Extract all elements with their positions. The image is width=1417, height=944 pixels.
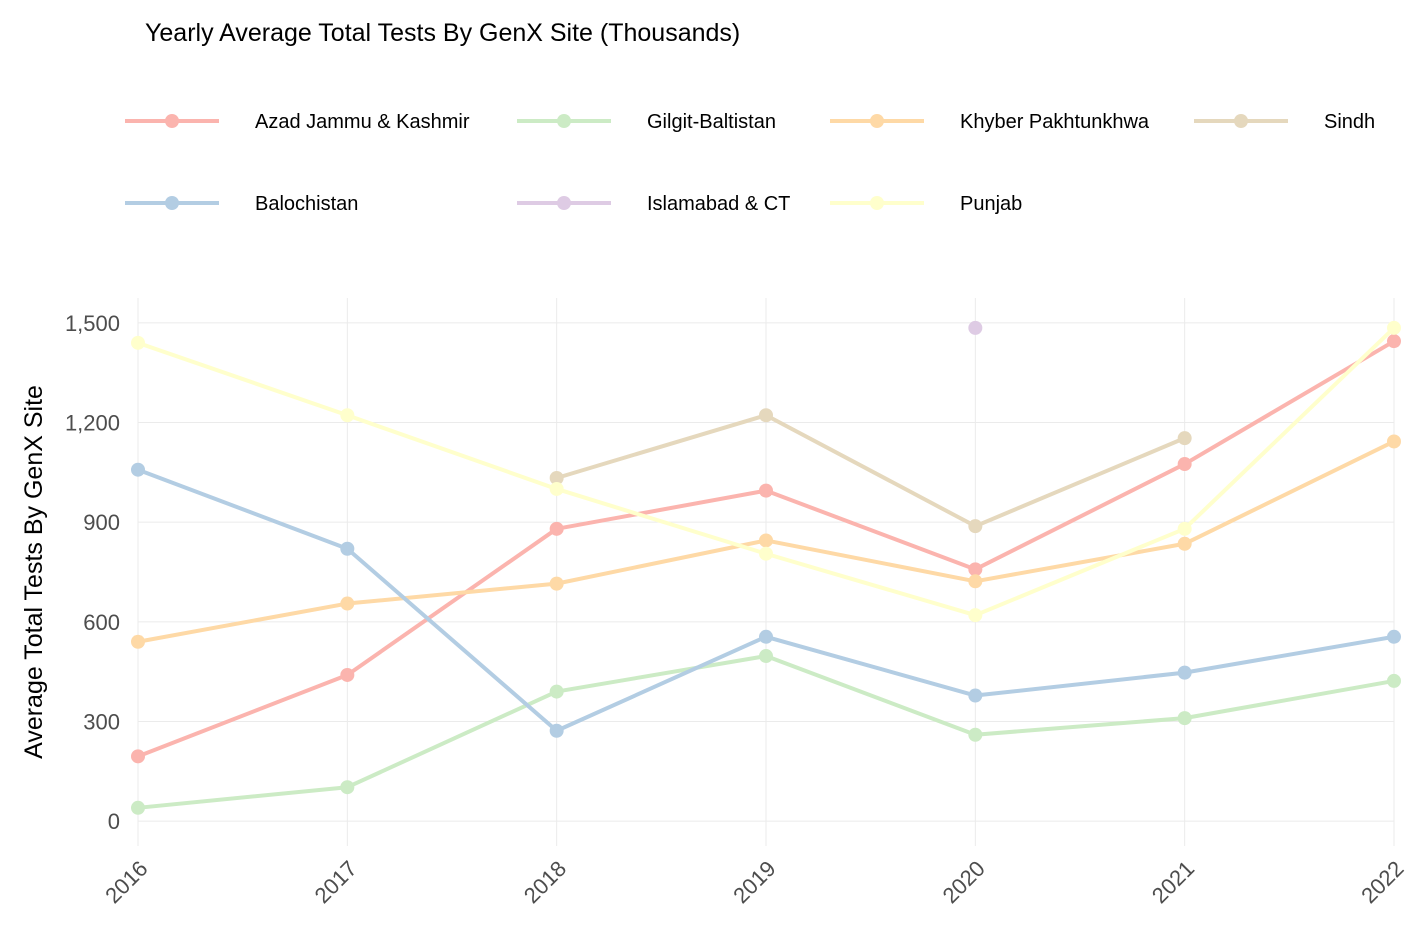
- data-point-gilgit-baltistan: [131, 800, 145, 815]
- data-point-balochistan: [759, 629, 773, 644]
- series-line-sindh: [554, 413, 1187, 529]
- legend-key-point: [165, 114, 179, 128]
- legend-item: Sindh: [1194, 111, 1375, 133]
- chart-title: Yearly Average Total Tests By GenX Site …: [145, 19, 740, 47]
- data-point-balochistan: [1387, 629, 1401, 644]
- data-point-azad-jammu-kashmir: [340, 667, 355, 682]
- y-tick-label: 1,500: [65, 311, 120, 336]
- x-tick-label: 2022: [1356, 856, 1408, 908]
- data-point-balochistan: [968, 688, 983, 703]
- data-point-khyber-pakhtunkhwa: [1387, 434, 1401, 449]
- data-point-gilgit-baltistan: [1387, 673, 1401, 688]
- data-point-punjab: [968, 608, 983, 623]
- x-tick-label: 2020: [938, 856, 990, 908]
- legend-label: Balochistan: [255, 193, 358, 215]
- gridlines: [137, 298, 1395, 846]
- x-axis-ticks: 2016 2017 2018 2019 2020 2021 2022: [100, 856, 1408, 908]
- data-point-punjab: [1387, 320, 1401, 335]
- data-point-gilgit-baltistan: [549, 684, 564, 699]
- legend-item: Islamabad & CT: [517, 193, 790, 215]
- data-point-punjab: [549, 481, 564, 496]
- legend-label: Gilgit-Baltistan: [647, 111, 776, 133]
- data-point-khyber-pakhtunkhwa: [340, 596, 355, 611]
- data-point-khyber-pakhtunkhwa: [968, 574, 983, 589]
- y-tick-label: 1,200: [65, 411, 120, 436]
- x-tick-label: 2021: [1147, 856, 1199, 908]
- data-point-khyber-pakhtunkhwa: [131, 634, 145, 649]
- legend-key-point: [1234, 114, 1248, 128]
- data-point-gilgit-baltistan: [968, 727, 983, 742]
- y-tick-label: 900: [83, 510, 120, 535]
- data-point-khyber-pakhtunkhwa: [1177, 536, 1192, 551]
- legend-key-point: [557, 114, 571, 128]
- data-point-punjab: [340, 408, 355, 423]
- y-tick-label: 300: [83, 709, 120, 734]
- series-points: [131, 320, 1401, 815]
- data-point-azad-jammu-kashmir: [1177, 457, 1192, 472]
- data-point-islamabad-ct: [968, 320, 983, 335]
- data-point-balochistan: [1177, 665, 1192, 680]
- legend: Azad Jammu & Kashmir Gilgit-Baltistan Khyb…: [125, 111, 1375, 215]
- y-tick-label: 600: [83, 610, 120, 635]
- data-point-sindh: [549, 471, 564, 486]
- data-point-azad-jammu-kashmir: [549, 521, 564, 536]
- data-point-gilgit-baltistan: [340, 780, 355, 795]
- data-point-azad-jammu-kashmir: [131, 749, 145, 764]
- data-point-balochistan: [340, 541, 355, 556]
- legend-key-point: [870, 196, 884, 210]
- data-point-punjab: [131, 335, 145, 350]
- data-point-punjab: [759, 546, 773, 561]
- legend-item: Gilgit-Baltistan: [517, 111, 776, 133]
- x-tick-label: 2016: [100, 856, 152, 908]
- legend-key-point: [870, 114, 884, 128]
- y-axis-ticks: 0 300 600 900 1,200 1,500: [65, 311, 120, 834]
- data-point-azad-jammu-kashmir: [968, 562, 983, 577]
- x-tick-label: 2018: [519, 856, 571, 908]
- legend-label: Punjab: [960, 193, 1022, 215]
- data-point-sindh: [1177, 431, 1192, 446]
- legend-item: Balochistan: [125, 193, 358, 215]
- x-tick-label: 2017: [310, 856, 362, 908]
- data-point-sindh: [968, 519, 983, 534]
- data-point-sindh: [759, 408, 773, 423]
- y-axis-title: Average Total Tests By GenX Site: [20, 385, 48, 759]
- x-tick-label: 2019: [728, 856, 780, 908]
- legend-label: Khyber Pakhtunkhwa: [960, 111, 1150, 133]
- data-point-balochistan: [131, 462, 145, 477]
- data-point-khyber-pakhtunkhwa: [549, 576, 564, 591]
- legend-item: Khyber Pakhtunkhwa: [830, 111, 1150, 133]
- data-point-khyber-pakhtunkhwa: [759, 533, 773, 548]
- data-point-punjab: [1177, 521, 1192, 536]
- legend-label: Islamabad & CT: [647, 193, 790, 215]
- y-tick-label: 0: [108, 809, 120, 834]
- legend-key-point: [165, 196, 179, 210]
- data-point-balochistan: [549, 723, 564, 738]
- data-point-gilgit-baltistan: [1177, 711, 1192, 726]
- legend-item: Punjab: [830, 193, 1022, 215]
- data-point-azad-jammu-kashmir: [759, 483, 773, 498]
- legend-label: Azad Jammu & Kashmir: [255, 111, 470, 133]
- legend-key-point: [557, 196, 571, 210]
- legend-item: Azad Jammu & Kashmir: [125, 111, 470, 133]
- data-point-gilgit-baltistan: [759, 649, 773, 664]
- legend-label: Sindh: [1324, 111, 1375, 133]
- data-point-azad-jammu-kashmir: [1387, 334, 1401, 349]
